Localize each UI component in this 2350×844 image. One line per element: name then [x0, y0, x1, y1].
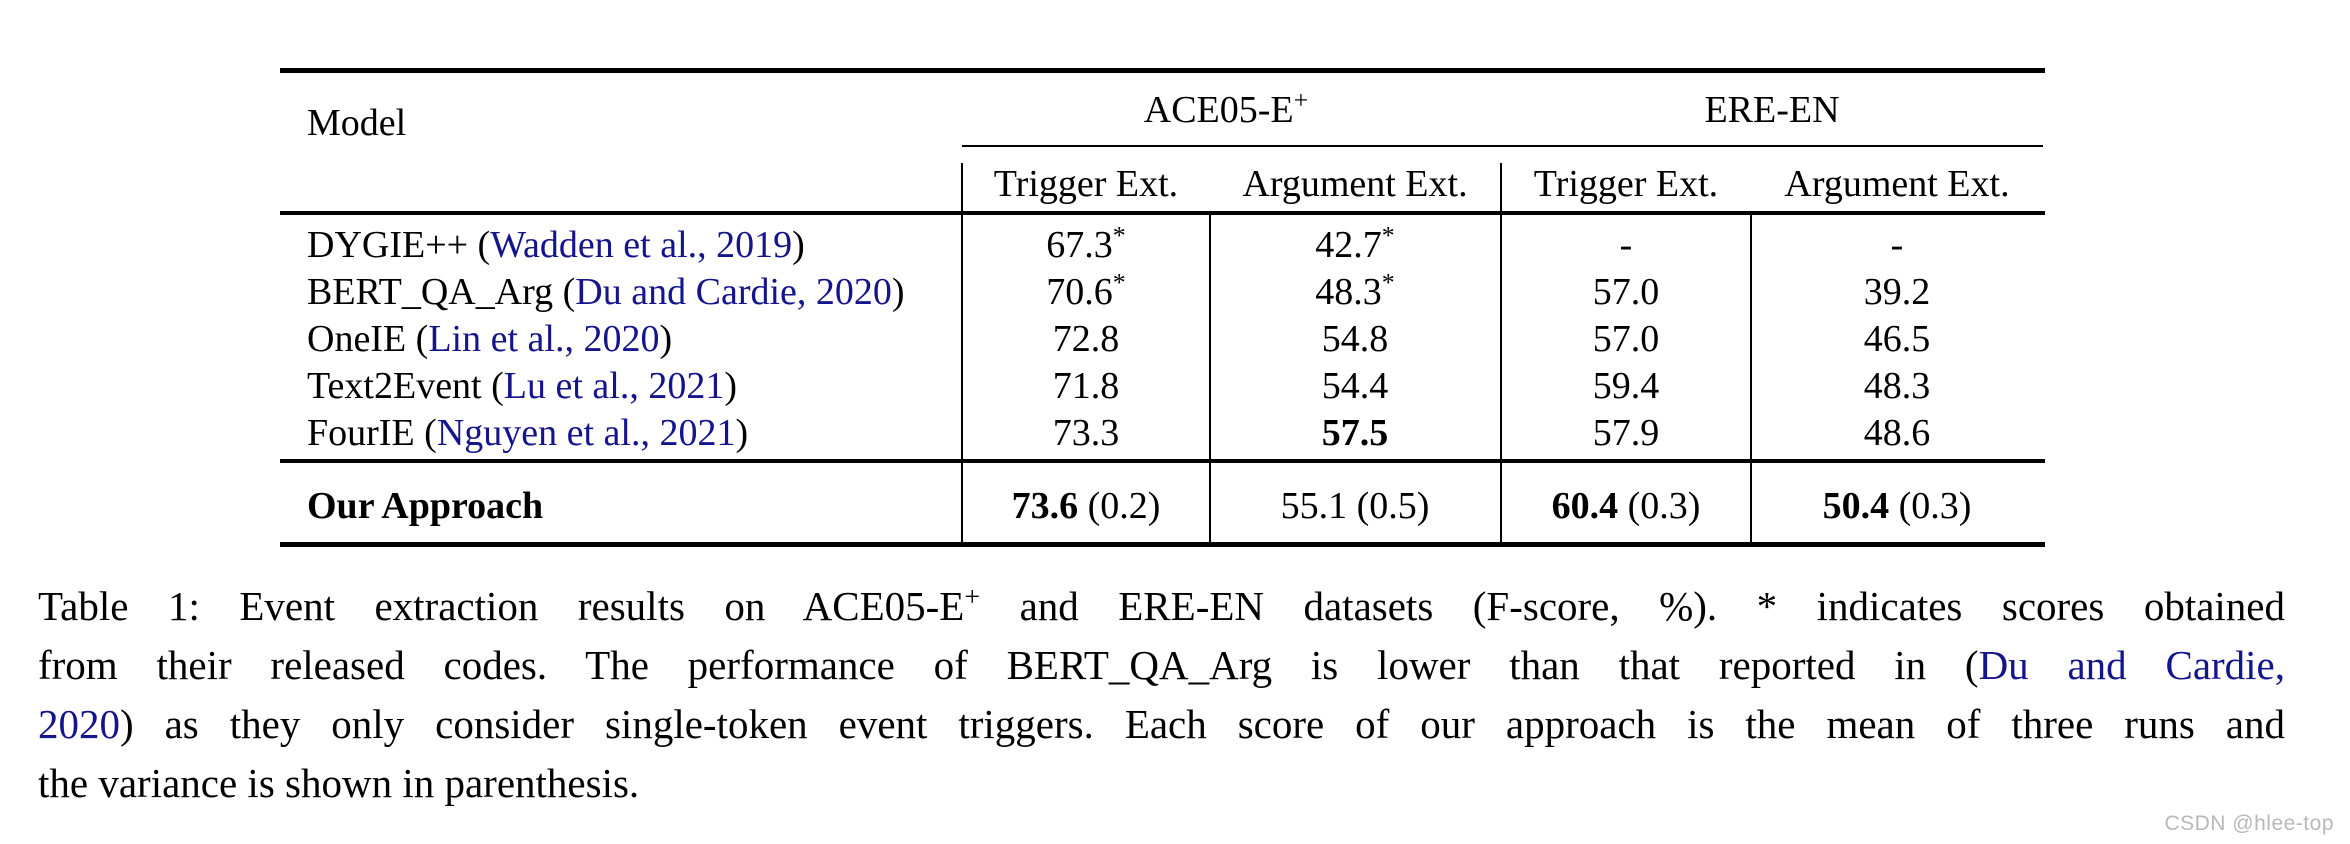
score-cell: -: [1890, 224, 1904, 266]
group-header-ace05: ACE05-E+: [876, 84, 1576, 136]
model-cell: FourIE (Nguyen et al., 2021): [307, 412, 749, 454]
score-cell: 57.0: [1592, 318, 1660, 360]
score-cell-ours: 73.6 (0.2): [1011, 485, 1161, 527]
score-cell: 57.9: [1592, 412, 1660, 454]
citation-link[interactable]: Lin et al., 2020: [428, 318, 660, 360]
column-divider-ere: [1750, 215, 1752, 542]
score-cell-ours: 55.1 (0.5): [1280, 485, 1430, 527]
caption-line: from their released codes. The performan…: [38, 642, 2286, 688]
score-cell: 71.8: [1052, 365, 1120, 407]
score-cell: 57.0: [1592, 271, 1660, 313]
column-header-trigger-ere: Trigger Ext.: [1533, 163, 1719, 205]
caption-line: Table 1: Event extraction results on ACE…: [38, 581, 2285, 629]
citation-link[interactable]: Wadden et al., 2019: [490, 224, 793, 266]
score-cell: 67.3*: [1046, 220, 1126, 266]
table-rule-bottom: [280, 542, 2045, 547]
model-cell: Text2Event (Lu et al., 2021): [307, 365, 737, 407]
column-divider-ace: [1209, 215, 1211, 542]
column-header-model: Model: [307, 102, 407, 144]
model-cell: BERT_QA_Arg (Du and Cardie, 2020): [307, 271, 905, 313]
citation-link[interactable]: Nguyen et al., 2021: [436, 412, 736, 454]
table-rule-above-ours: [280, 459, 2045, 463]
citation-link[interactable]: Du and Cardie,: [1978, 642, 2286, 688]
table-rule-group-underline: [962, 145, 2043, 147]
column-header-argument-ace: Argument Ext.: [1242, 163, 1468, 205]
score-cell-ours: 60.4 (0.3): [1551, 485, 1701, 527]
score-cell: 54.8: [1321, 318, 1389, 360]
citation-link[interactable]: 2020: [38, 701, 120, 747]
group-header-label: ERE-EN: [1704, 89, 1840, 131]
column-header-trigger-ace: Trigger Ext.: [993, 163, 1179, 205]
watermark: CSDN @hlee-top: [2164, 812, 2334, 835]
score-cell: 48.6: [1863, 412, 1931, 454]
score-cell: 48.3: [1863, 365, 1931, 407]
citation-link[interactable]: Lu et al., 2021: [503, 365, 725, 407]
caption-line: the variance is shown in parenthesis.: [38, 760, 640, 806]
citation-link[interactable]: Du and Cardie, 2020: [575, 271, 892, 313]
model-cell-ours: Our Approach: [307, 485, 544, 527]
group-header-label: ACE05-E: [1143, 89, 1294, 131]
score-cell: 39.2: [1863, 271, 1931, 313]
score-cell: 42.7*: [1315, 220, 1395, 266]
caption-line: 2020) as they only consider single-token…: [38, 701, 2285, 747]
group-header-ere: ERE-EN: [1422, 84, 2122, 136]
score-cell: 57.5: [1321, 412, 1389, 454]
column-divider-model: [961, 163, 963, 542]
score-cell: 46.5: [1863, 318, 1931, 360]
table-rule-top: [280, 68, 2045, 73]
score-cell: 48.3*: [1315, 267, 1395, 313]
score-cell-ours: 50.4 (0.3): [1822, 485, 1972, 527]
score-cell: 72.8: [1052, 318, 1120, 360]
group-header-sup: +: [1293, 85, 1309, 115]
column-header-argument-ere: Argument Ext.: [1784, 163, 2010, 205]
table-caption: Table 1: Event extraction results on ACE…: [38, 577, 2285, 813]
model-cell: DYGIE++ (Wadden et al., 2019): [307, 224, 805, 266]
column-divider-datasets: [1500, 163, 1502, 542]
score-cell: 54.4: [1321, 365, 1389, 407]
table-rule-header: [280, 211, 2045, 215]
score-cell: 59.4: [1592, 365, 1660, 407]
score-cell: -: [1619, 224, 1633, 266]
score-cell: 70.6*: [1046, 267, 1126, 313]
model-cell: OneIE (Lin et al., 2020): [307, 318, 673, 360]
score-cell: 73.3: [1052, 412, 1120, 454]
